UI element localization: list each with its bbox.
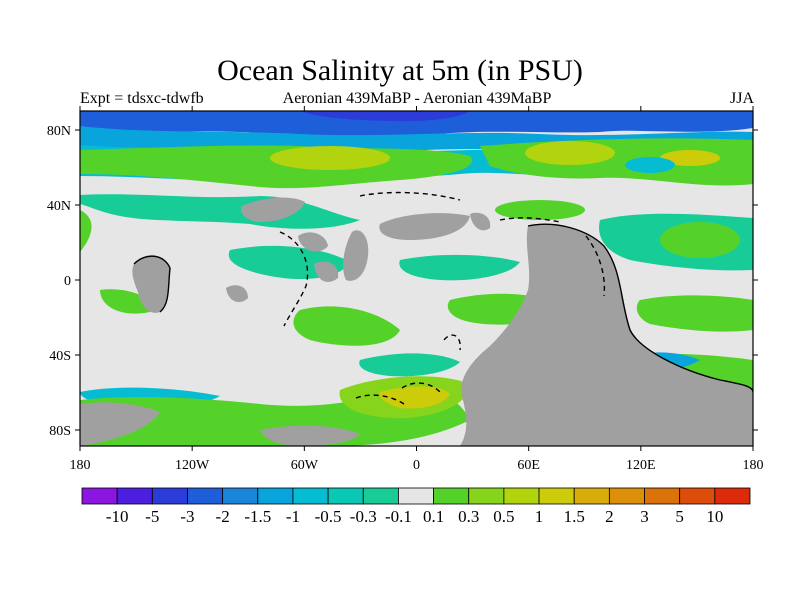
colorbar-label: -3: [180, 507, 194, 526]
land-masses: [80, 197, 753, 446]
colorbar-label: -1.5: [244, 507, 271, 526]
south-green-zone-1: [293, 306, 400, 346]
contour-east: [585, 235, 606, 297]
colorbar-swatch: [538, 487, 575, 505]
lon-tick-label: 120W: [175, 458, 210, 473]
colorbar-label: 3: [640, 507, 649, 526]
colorbar-swatch: [187, 487, 224, 505]
land-south-islet: [260, 425, 360, 446]
colorbar-label: 0.3: [458, 507, 479, 526]
land-north-2: [298, 232, 328, 252]
arctic-fresh-band: [80, 111, 753, 138]
colorbar-swatch: [468, 487, 505, 505]
plot-title: Ocean Salinity at 5m (in PSU): [217, 54, 583, 87]
contour-south: [401, 382, 441, 393]
land-southern-supercontinent: [460, 224, 753, 446]
colorbar-swatch: [503, 487, 540, 505]
colorbar-swatch: [398, 487, 434, 505]
coastline-contours: [279, 191, 606, 405]
colorbar-swatch: [81, 487, 118, 505]
colorbar-swatch: [644, 487, 681, 505]
lat-tick-label: 0: [64, 274, 71, 289]
colorbar-swatch: [714, 487, 751, 505]
colorbar-label: 2: [605, 507, 614, 526]
colorbar-label: 0.5: [493, 507, 514, 526]
colorbar-swatch: [222, 487, 259, 505]
north-yellow-patch-2: [525, 141, 615, 165]
colorbar-swatch: [292, 487, 329, 505]
land-central-islet-2: [314, 261, 339, 282]
coast-southern-continent: [527, 223, 753, 393]
land-central-islet: [470, 212, 491, 231]
colorbar-swatch: [327, 487, 364, 505]
colorbar-label: -0.1: [385, 507, 412, 526]
colorbar-label: -0.3: [350, 507, 377, 526]
map-field: [80, 111, 753, 446]
arctic-minimum: [300, 111, 470, 122]
experiment-label: Expt = tdsxc-tdwfb: [80, 90, 204, 107]
colorbar-swatch: [362, 487, 399, 505]
contour-south-2: [355, 394, 405, 405]
land-north-1: [241, 197, 305, 222]
colorbar-swatch: [573, 487, 610, 505]
lon-tick-label: 0: [413, 458, 420, 473]
lat-tick-label: 40S: [49, 349, 71, 364]
colorbar-label: 5: [675, 507, 684, 526]
colorbar-swatch: [116, 487, 153, 505]
lat-tick-label: 40N: [47, 199, 71, 214]
contour-north-east: [499, 217, 561, 223]
lon-tick-label: 60E: [517, 458, 540, 473]
north-cyan-patch: [625, 157, 675, 173]
lat-tick-label: 80N: [47, 124, 71, 139]
contour-north: [359, 191, 461, 201]
north-yellow-patch: [270, 146, 390, 170]
colorbar-label: -5: [145, 507, 159, 526]
colorbar-label: -1: [286, 507, 300, 526]
land-southwest: [80, 402, 160, 446]
colorbar-label: 1: [535, 507, 544, 526]
lon-tick-label: 180: [70, 458, 91, 473]
contour-west: [279, 231, 309, 327]
land-central-peninsula: [343, 230, 369, 281]
colorbar-label: 10: [706, 507, 723, 526]
coastline-solid: [133, 223, 753, 393]
period-label: Aeronian 439MaBP - Aeronian 439MaBP: [282, 90, 552, 107]
axis-ticks: 180 120W 60W 0 60E 120E 180 80N 40N 0 40S 80S: [47, 106, 764, 473]
colorbar-swatch: [608, 487, 645, 505]
southern-olive-patch: [379, 386, 450, 409]
season-label: JJA: [729, 90, 754, 107]
colorbar-swatch: [679, 487, 716, 505]
colorbar-label: -0.5: [315, 507, 342, 526]
colorbar-swatch: [151, 487, 188, 505]
north-olive-patch: [660, 150, 720, 166]
contour-south-3: [443, 334, 461, 351]
lat-tick-label: 80S: [49, 424, 71, 439]
colorbar-label: 1.5: [564, 507, 585, 526]
south-teal-patch: [359, 353, 460, 377]
land-west-islet: [226, 285, 248, 303]
east-green-patch: [660, 222, 740, 258]
colorbar: -10 -5 -3 -2 -1.5 -1 -0.5 -0.3 -0.1 0.1 0.3 0.5 1 1.5…: [81, 487, 751, 526]
lon-tick-label: 60W: [291, 458, 319, 473]
colorbar-label: 0.1: [423, 507, 444, 526]
south-green-zone-3: [636, 295, 753, 332]
land-central-north: [379, 213, 470, 240]
lon-tick-label: 120E: [626, 458, 656, 473]
colorbar-label: -10: [106, 507, 129, 526]
central-green-patch: [495, 200, 585, 220]
colorbar-swatch: [257, 487, 294, 505]
coast-west-continent: [133, 255, 171, 313]
lon-tick-label: 180: [743, 458, 764, 473]
teal-band-east: [399, 254, 520, 281]
colorbar-swatch: [433, 487, 470, 505]
land-west-continent: [132, 256, 170, 313]
colorbar-label: -2: [216, 507, 230, 526]
